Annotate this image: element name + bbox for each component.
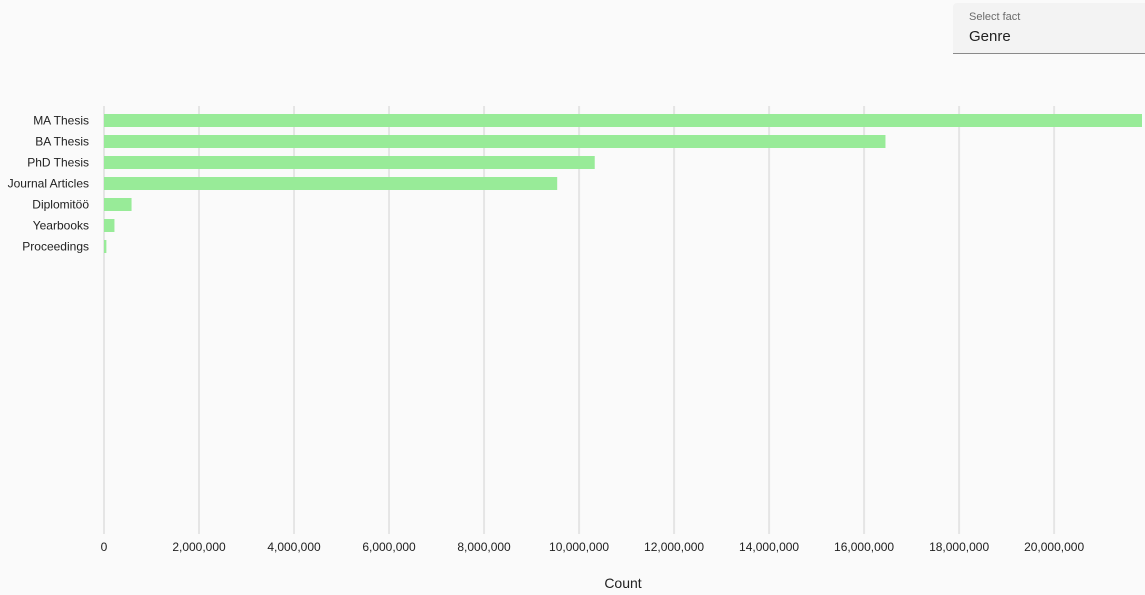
bar[interactable] — [104, 240, 107, 253]
x-tick-label: 20,000,000 — [1024, 540, 1084, 554]
select-fact-dropdown[interactable]: Select fact Genre — [953, 3, 1145, 54]
grid-layer — [103, 106, 1056, 534]
select-fact-label: Select fact — [969, 11, 1021, 23]
x-tick-label: 16,000,000 — [834, 540, 894, 554]
category-label: MA Thesis — [33, 114, 89, 128]
x-tick-label: 8,000,000 — [457, 540, 511, 554]
category-label: Proceedings — [22, 240, 89, 254]
bar-layer — [104, 114, 1142, 253]
select-fact-value[interactable]: Genre — [969, 28, 1011, 45]
bar[interactable] — [104, 156, 595, 169]
x-tick-label: 0 — [101, 540, 108, 554]
x-tick-label: 4,000,000 — [267, 540, 321, 554]
category-label: BA Thesis — [35, 135, 89, 149]
bar[interactable] — [104, 198, 132, 211]
x-tick-label: 2,000,000 — [172, 540, 226, 554]
category-label: Diplomitöö — [32, 198, 89, 212]
bar[interactable] — [104, 114, 1142, 127]
bar[interactable] — [104, 219, 115, 232]
category-label: Journal Articles — [8, 177, 89, 191]
x-tick-label: 6,000,000 — [362, 540, 416, 554]
x-tick-label: 14,000,000 — [739, 540, 799, 554]
category-label: Yearbooks — [33, 219, 89, 233]
x-tick-labels: 0 2,000,000 4,000,000 6,000,000 8,000,000 10,… — [101, 540, 1085, 554]
x-tick-label: 12,000,000 — [644, 540, 704, 554]
x-tick-label: 10,000,000 — [549, 540, 609, 554]
x-tick-label: 18,000,000 — [929, 540, 989, 554]
bar[interactable] — [104, 177, 558, 190]
category-labels: MA Thesis BA Thesis PhD Thesis Journal Arti… — [8, 114, 90, 254]
bar[interactable] — [104, 135, 886, 148]
category-label: PhD Thesis — [27, 156, 89, 170]
x-axis-title: Count — [604, 575, 641, 591]
